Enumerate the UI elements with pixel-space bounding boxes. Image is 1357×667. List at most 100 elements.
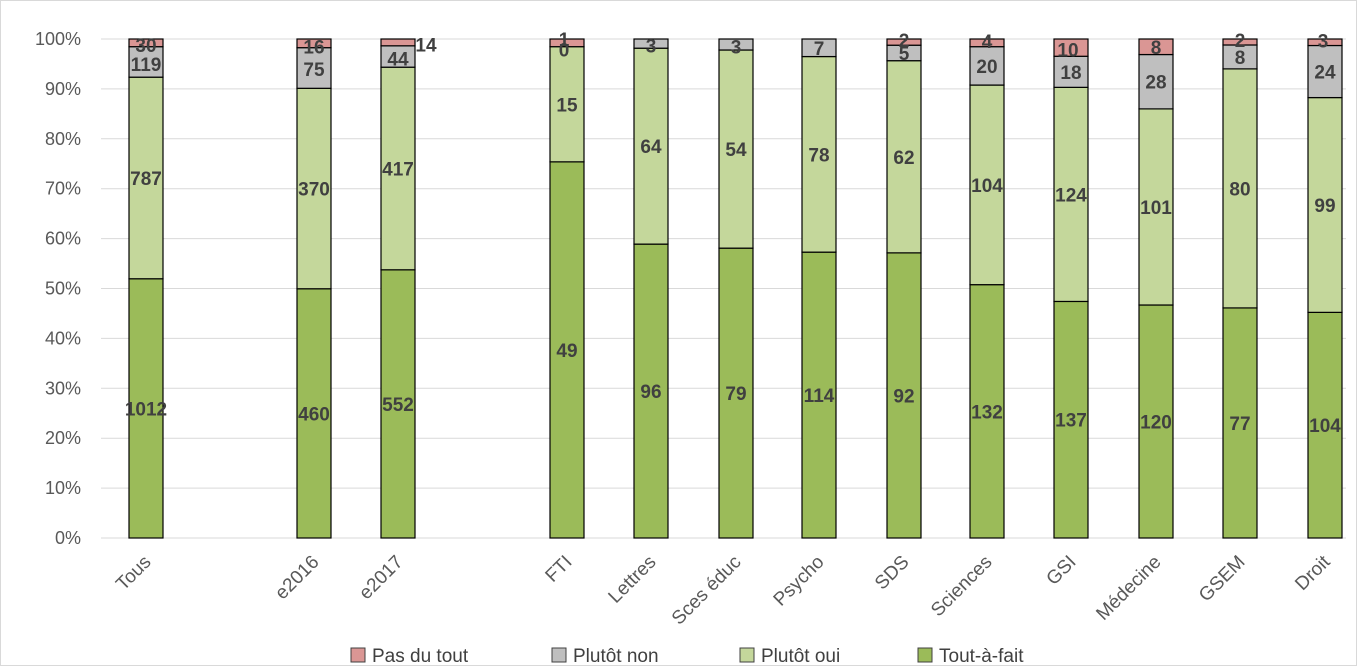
bar-segment-plutot-non-lettres [633,38,669,49]
bar-segment-plutot-oui-tous [128,76,164,280]
bar-segment-plutot-oui-gsi [1053,86,1089,303]
y-axis-tick-labels: 0% 10% 20% 30% 40% 50% 60% 70% 80% 90% 100% [35,29,81,548]
legend-swatch-pas-du-tout [350,647,366,663]
y-tick-label: 0% [55,528,81,548]
x-tick-label: e2017 [355,552,407,604]
data-label: 77 [1229,414,1250,435]
data-label: 1012 [125,399,167,420]
x-tick-label: GSI [1043,552,1081,590]
y-tick-label: 90% [45,79,81,99]
data-label: 64 [640,137,662,158]
data-label: 0 [559,41,570,62]
bar-segment-plutot-non-medecine [1138,53,1174,110]
x-tick-label: Sces éduc [668,552,746,630]
bar-segment-pas-du-tout-droit [1307,38,1343,47]
data-label: 1 [559,30,570,51]
data-label: 18 [1060,63,1081,84]
x-tick-group: Psycho [770,552,829,611]
bar-segment-pas-du-tout-gsem [1222,38,1258,46]
data-label: 99 [1314,196,1335,217]
bar-segment-tout-a-fait-gsi [1053,300,1089,539]
data-label: 16 [303,37,324,58]
bar-segment-pas-du-tout-medecine [1138,38,1174,56]
bar-segment-plutot-oui-sciences [969,84,1005,286]
legend-label: Pas du tout [372,646,469,667]
bar-segment-plutot-non-droit [1307,44,1343,99]
y-tick-label: 80% [45,129,81,149]
data-label: 79 [725,384,746,405]
bar-segment-plutot-oui-psycho [801,55,837,253]
y-tick-label: 100% [35,29,81,49]
bar-segment-plutot-oui-e2017 [380,66,416,271]
data-label: 114 [804,386,835,407]
data-label: 552 [382,395,414,416]
bar-segment-plutot-non-tous [128,46,164,78]
data-label: 44 [387,49,409,70]
y-tick-label: 10% [45,478,81,498]
bar-segment-plutot-oui-e2016 [296,87,332,290]
x-tick-label: SDS [871,552,913,594]
data-label: 2 [899,31,910,52]
bar-segment-tout-a-fait-sces-educ [718,247,754,539]
bar-segment-pas-du-tout-gsi [1053,38,1089,57]
data-label: 54 [725,140,747,161]
data-label: 78 [808,145,829,166]
bar-segment-plutot-oui-gsem [1222,68,1258,309]
data-label: 3 [1318,31,1329,52]
data-label: 8 [1151,38,1162,59]
bar-segment-plutot-non-sces-educ [718,38,754,51]
bar-segment-tout-a-fait-e2017 [380,269,416,539]
x-tick-group: Lettres [605,552,661,608]
x-tick-label: Psycho [770,552,829,611]
data-label: 460 [298,404,330,425]
bar-segment-tout-a-fait-psycho [801,251,837,539]
data-label: 787 [130,169,162,190]
legend: Pas du tout Plutôt non Plutôt oui Tout-à-fa… [350,646,1024,667]
data-label: 10 [1057,41,1078,62]
y-tick-label: 60% [45,229,81,249]
bar-segment-pas-du-tout-e2017 [380,38,416,47]
data-label: 49 [556,341,577,362]
bar-segment-plutot-oui-sces-educ [718,49,754,249]
x-tick-label: Droit [1291,551,1335,595]
y-tick-label: 50% [45,279,81,299]
data-label: 96 [640,382,661,403]
y-tick-label: 20% [45,428,81,448]
bar-segment-plutot-oui-medecine [1138,108,1174,306]
bar-segment-plutot-oui-droit [1307,96,1343,313]
x-axis-tick-labels: Tous e2016 e2017 FTI Lettres Sces éduc Psycho S… [112,551,1335,629]
legend-swatch-tout-a-fait [917,647,933,663]
data-label: 104 [971,176,1003,197]
data-label: 92 [893,386,914,407]
bar-segment-pas-du-tout-sciences [969,38,1005,48]
bar-segment-plutot-non-sciences [969,46,1005,86]
x-tick-group: Sciences [927,552,996,621]
bar-segment-tout-a-fait-fti [549,161,585,539]
data-label: 5 [899,44,910,65]
x-tick-group: Droit [1291,551,1335,595]
data-label: 120 [1140,413,1172,434]
data-label: 2 [1235,31,1246,52]
data-label: 3 [731,38,742,59]
data-label: 119 [131,55,162,76]
data-label: 15 [556,95,578,116]
legend-label: Plutôt oui [761,646,840,667]
x-tick-group: e2016 [271,552,323,604]
bar-segment-tout-a-fait-droit [1307,311,1343,539]
legend-label: Tout-à-fait [939,646,1024,667]
bar-segment-pas-du-tout-tous [128,38,164,48]
bar-segment-plutot-non-gsi [1053,55,1089,88]
bar-segment-tout-a-fait-e2016 [296,288,332,539]
legend-swatch-plutot-non [551,647,567,663]
x-tick-group: e2017 [355,552,407,604]
bar-segment-plutot-non-e2016 [296,47,332,89]
bars [128,38,1343,539]
x-tick-group: Sces éduc [668,552,746,630]
x-tick-group: Médecine [1092,552,1165,625]
data-label: 24 [1314,63,1336,84]
data-label: 417 [382,159,414,180]
bar-segment-pas-du-tout-sds [886,38,922,46]
x-tick-group: Tous [112,552,155,595]
data-label: 8 [1235,48,1246,69]
bar-segment-tout-a-fait-tous [128,278,164,539]
